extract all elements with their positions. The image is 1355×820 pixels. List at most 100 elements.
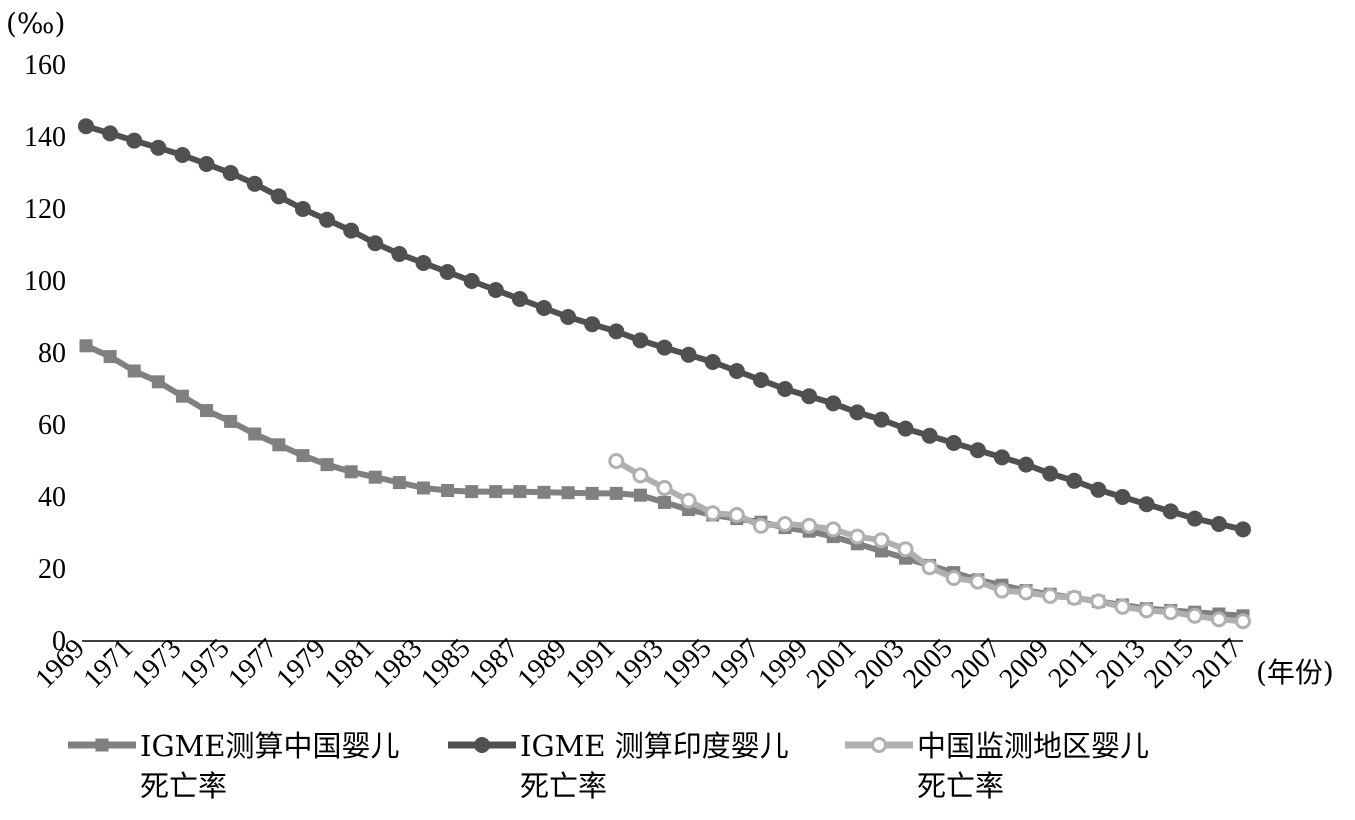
data-point [416, 481, 430, 495]
x-tick-label: 1999 [753, 633, 815, 695]
x-tick-label: 1989 [512, 633, 574, 695]
x-tick-label: 1971 [78, 633, 140, 695]
data-point [633, 488, 647, 502]
legend-swatch-marker [95, 738, 109, 752]
y-tick-label: 0 [52, 626, 66, 657]
data-point [1090, 593, 1107, 610]
data-point [1066, 472, 1083, 489]
data-point [535, 300, 552, 316]
data-point [945, 570, 962, 586]
data-point [246, 175, 263, 192]
x-tick-label: 2015 [1138, 633, 1200, 695]
x-tick-label: 2013 [1090, 633, 1152, 695]
data-point [728, 363, 745, 379]
legend-swatch-marker [474, 737, 490, 753]
data-point [1162, 503, 1179, 520]
data-point [873, 532, 890, 549]
legend-label: 死亡率 [520, 769, 607, 803]
x-tick-label: 1993 [608, 633, 670, 695]
x-axis-unit: (年份) [1256, 656, 1334, 689]
x-tick-label: 1997 [704, 633, 766, 695]
x-axis-ticks: 1969197119731975197719791981198319851987… [29, 633, 1248, 695]
series-line [614, 458, 1244, 625]
data-point [392, 476, 406, 490]
legend-label: 死亡率 [140, 769, 227, 803]
data-point [272, 438, 286, 452]
y-tick-label: 120 [24, 194, 66, 225]
data-point [1114, 598, 1131, 615]
data-point [198, 156, 215, 172]
data-point [102, 125, 119, 142]
data-point [658, 495, 671, 509]
data-point [103, 350, 117, 364]
data-point [680, 346, 697, 363]
data-point [656, 339, 673, 356]
data-point [1018, 584, 1035, 601]
data-point [704, 505, 721, 522]
data-point [248, 427, 262, 441]
x-tick-label: 1973 [126, 633, 188, 695]
y-tick-label: 140 [24, 122, 66, 153]
data-point [270, 188, 287, 205]
data-point [79, 339, 93, 353]
legend-label: 死亡率 [917, 769, 1004, 803]
data-point [174, 147, 191, 163]
x-tick-label: 2011 [1043, 633, 1104, 694]
data-point [296, 449, 310, 463]
data-point [127, 364, 141, 378]
data-point [608, 323, 625, 340]
x-tick-label: 1995 [656, 633, 718, 695]
data-point [874, 544, 888, 558]
data-point [993, 582, 1010, 599]
data-point [1090, 481, 1107, 498]
data-point [511, 291, 528, 307]
legend-label: IGME测算中国婴儿 [140, 729, 400, 763]
y-axis-unit: (‰) [6, 7, 65, 40]
data-point [465, 485, 479, 499]
y-tick-label: 80 [38, 338, 66, 369]
x-tick-label: 1987 [463, 633, 525, 695]
data-point [825, 521, 842, 538]
data-point [656, 480, 673, 496]
data-point [1210, 516, 1227, 532]
x-tick-label: 1977 [222, 633, 284, 695]
data-point [319, 211, 336, 228]
data-point [897, 420, 914, 437]
y-tick-label: 60 [38, 410, 66, 441]
data-point [632, 467, 649, 484]
data-point [513, 485, 527, 499]
data-point [1210, 611, 1227, 628]
data-point [560, 309, 577, 325]
data-point [367, 235, 384, 252]
data-point [897, 541, 914, 558]
data-point [777, 381, 794, 397]
data-point [126, 132, 143, 149]
data-point [777, 516, 794, 532]
data-point [1235, 521, 1251, 538]
data-point [1042, 465, 1059, 482]
x-tick-label: 1979 [270, 633, 332, 695]
legend-label: 中国监测地区婴儿 [917, 729, 1149, 763]
data-point [1162, 604, 1179, 621]
data-point [801, 517, 818, 534]
x-tick-label: 1975 [174, 633, 236, 695]
plot-area [78, 118, 1251, 630]
data-point [1138, 602, 1155, 619]
x-tick-label: 1983 [367, 633, 429, 695]
data-point [969, 573, 986, 590]
data-point [1114, 489, 1131, 505]
data-point [1235, 613, 1251, 630]
data-point [825, 395, 842, 412]
data-point [752, 517, 769, 534]
y-axis-ticks: 0 20 40 60 80 100 120 140 160 [24, 50, 66, 657]
data-point [728, 507, 745, 523]
y-tick-label: 20 [38, 554, 66, 585]
legend-swatch-marker [871, 737, 887, 753]
data-point [343, 222, 360, 239]
series-2 [78, 118, 1251, 538]
data-point [873, 411, 890, 428]
data-point [368, 470, 382, 484]
